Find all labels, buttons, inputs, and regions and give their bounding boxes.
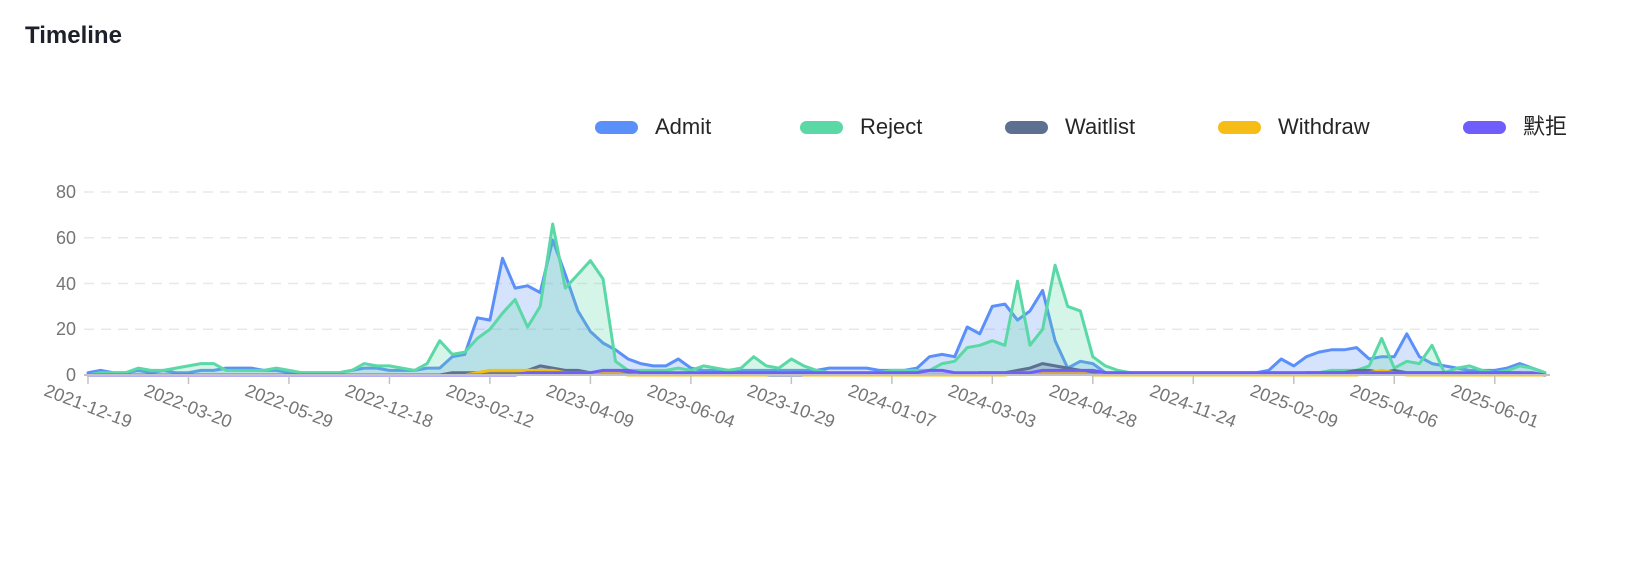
legend-label-reject: Reject [860, 114, 923, 139]
legend-label-withdraw: Withdraw [1278, 114, 1370, 139]
legend-item-withdraw[interactable]: Withdraw [1218, 116, 1370, 138]
y-axis-label-60: 60 [55, 227, 76, 248]
legend-marker-withdraw [1218, 120, 1261, 134]
legend-label-silent-reject: 默拒 [1523, 114, 1568, 139]
y-axis-label-80: 80 [55, 182, 76, 202]
legend-marker-admit [595, 120, 638, 134]
legend-item-reject[interactable]: Reject [800, 116, 922, 138]
legend-marker-silent-reject [1463, 120, 1506, 134]
legend-marker-waitlist [1005, 120, 1048, 134]
y-axis-label-0: 0 [65, 365, 76, 385]
chart-title: Timeline [25, 22, 122, 49]
legend-item-admit[interactable]: Admit [595, 116, 711, 138]
legend-marker-reject [800, 120, 843, 134]
y-axis-label-20: 20 [55, 319, 76, 340]
legend-item-silent-reject[interactable]: 默拒 [1463, 116, 1567, 138]
legend-item-waitlist[interactable]: Waitlist [1005, 116, 1135, 138]
legend-label-admit: Admit [655, 114, 712, 139]
legend-label-waitlist: Waitlist [1065, 114, 1136, 139]
series-area-admit [88, 240, 1545, 375]
y-axis-label-40: 40 [55, 273, 76, 294]
